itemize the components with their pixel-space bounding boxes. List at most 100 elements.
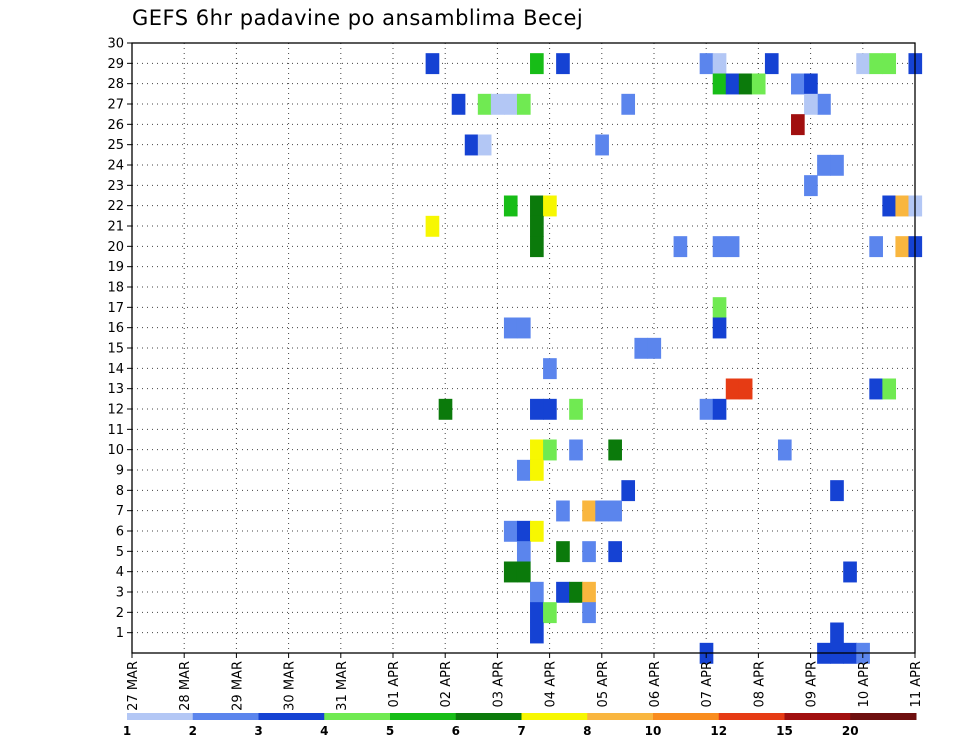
heatmap-cell	[556, 53, 570, 75]
heatmap-cell	[777, 439, 792, 461]
heatmap-cell	[647, 337, 662, 359]
heatmap-cell	[869, 53, 883, 75]
heatmap-cell	[791, 73, 805, 95]
heatmap-cell	[477, 93, 492, 115]
x-tick-label: 02 APR	[439, 661, 454, 707]
legend-swatch	[324, 713, 391, 720]
y-tick-label: 3	[116, 586, 124, 601]
heatmap-cell	[725, 378, 740, 400]
heatmap-cell	[621, 93, 636, 115]
heatmap-cell	[464, 134, 479, 156]
heatmap-cell	[830, 622, 844, 644]
heatmap-cell	[895, 195, 910, 217]
y-tick-label: 24	[107, 159, 124, 174]
heatmap-cell	[608, 439, 622, 461]
heatmap-cell	[608, 500, 622, 522]
heatmap-cell	[451, 93, 466, 115]
heatmap-cell	[595, 500, 609, 522]
legend-swatch	[587, 713, 654, 720]
heatmap-cell	[817, 154, 831, 176]
heatmap-cell	[556, 500, 570, 522]
y-tick-label: 29	[107, 57, 124, 72]
y-tick-label: 4	[116, 565, 124, 580]
y-tick-label: 1	[116, 626, 124, 641]
x-tick-label: 11 APR	[909, 661, 924, 707]
heatmap-cell	[503, 317, 518, 339]
legend-swatch	[521, 713, 588, 720]
x-tick-label: 07 APR	[700, 661, 715, 707]
heatmap-cell	[556, 581, 570, 603]
legend-swatch	[850, 713, 917, 720]
y-tick-label: 9	[116, 464, 124, 479]
heatmap-cell	[543, 439, 557, 461]
x-tick-label: 29 MAR	[230, 661, 245, 711]
heatmap-cell	[712, 73, 727, 95]
x-tick-labels: 27 MAR 28 MAR 29 MAR 30 MAR 31 MAR 01 APR 02 A…	[126, 661, 924, 711]
y-tick-label: 8	[116, 484, 124, 499]
x-tick-label: 09 APR	[805, 661, 820, 707]
heatmap-cell	[712, 53, 727, 75]
heatmap-cell	[608, 541, 622, 563]
heatmap-cell	[530, 459, 544, 481]
heatmap-cell	[595, 134, 609, 156]
y-tick-label: 25	[107, 138, 124, 153]
x-tick-label: 05 APR	[596, 661, 611, 707]
legend-label: 6	[452, 724, 460, 738]
x-tick-label: 30 MAR	[283, 661, 298, 711]
legend-swatch	[127, 713, 194, 720]
heatmap-cell	[699, 53, 714, 75]
legend-swatch	[455, 713, 522, 720]
heatmap-cell	[856, 53, 870, 75]
x-tick-label: 03 APR	[491, 661, 506, 707]
color-legend: 1 2 3 4 5 6 7 8 10 12 15 20	[123, 713, 917, 738]
heatmap-cell	[569, 581, 583, 603]
legend-label: 4	[320, 724, 328, 738]
x-tick-label: 04 APR	[544, 661, 559, 707]
y-tick-label: 13	[107, 382, 124, 397]
y-tick-label: 2	[116, 606, 124, 621]
y-tick-label: 30	[107, 37, 124, 52]
y-tick-label: 27	[107, 98, 124, 113]
x-tick-label: 10 APR	[857, 661, 872, 707]
heatmap-cell	[516, 520, 531, 542]
heatmap-cell	[582, 581, 596, 603]
legend-label: 5	[386, 724, 394, 738]
y-tick-label: 14	[107, 362, 124, 377]
y-tick-label: 20	[107, 240, 124, 255]
heatmap-cell	[738, 378, 753, 400]
heatmap-cell	[882, 195, 897, 217]
y-tick-label: 7	[116, 504, 124, 519]
heatmap-cell	[882, 53, 897, 75]
y-tick-labels: 1234567891011121314151617181920212223242…	[107, 37, 124, 642]
heatmap-cell	[516, 93, 531, 115]
legend-label: 7	[517, 724, 525, 738]
y-tick-label: 19	[107, 260, 124, 275]
heatmap-cell	[830, 480, 844, 502]
heatmap-cell	[830, 154, 844, 176]
heatmap-cell	[804, 175, 818, 197]
heatmap-cell	[530, 581, 544, 603]
heatmap-cell	[530, 236, 544, 258]
heatmap-cell	[530, 439, 544, 461]
y-tick-label: 21	[107, 220, 124, 235]
heatmap-cell	[543, 398, 557, 420]
y-tick-label: 5	[116, 545, 124, 560]
heatmap-cell	[582, 541, 596, 563]
x-tick-label: 31 MAR	[335, 661, 350, 711]
x-tick-label: 27 MAR	[126, 661, 141, 711]
heatmap-cell	[569, 439, 583, 461]
heatmap-cell	[738, 73, 753, 95]
grid-layer	[132, 43, 915, 653]
heatmap-cell	[634, 337, 649, 359]
y-tick-label: 15	[107, 342, 124, 357]
heatmap-cell	[503, 520, 518, 542]
heatmap-cell	[503, 93, 518, 115]
heatmap-cell	[425, 215, 440, 237]
x-tick-label: 01 APR	[387, 661, 402, 707]
legend-swatch	[258, 713, 325, 720]
heatmap-cell	[817, 93, 831, 115]
heatmap-cell	[503, 195, 518, 217]
heatmap-cell	[582, 500, 596, 522]
y-tick-label: 11	[107, 423, 124, 438]
